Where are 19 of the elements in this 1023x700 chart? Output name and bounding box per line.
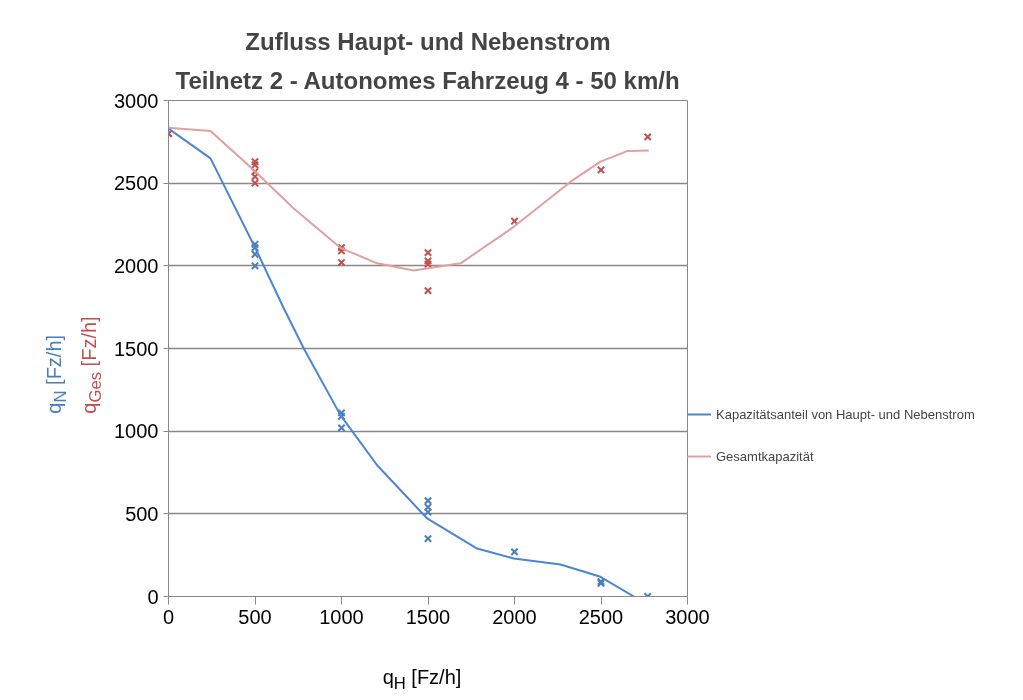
legend-label: Gesamtkapazität <box>716 448 814 464</box>
y-tick-label: 3000 <box>114 89 159 112</box>
chart-title: Zufluss Haupt- und Nebenstrom <box>245 27 611 55</box>
x-axis-title: q$_{H}$ [Fz/h] <box>382 665 462 695</box>
y-tick-label: 500 <box>125 502 159 525</box>
y-tick-label: 2000 <box>114 254 159 277</box>
y-tick-label: 0 <box>147 585 159 608</box>
x-tick-label: 500 <box>238 605 272 628</box>
x-tick-label: 1500 <box>405 605 451 628</box>
y-tick-label: 2500 <box>114 172 159 195</box>
x-tick-label: 0 <box>162 605 175 628</box>
y-tick-label: 1500 <box>114 337 159 360</box>
x-tick-label: 2500 <box>578 605 624 628</box>
y-tick-label: 1000 <box>114 420 159 443</box>
chart-subtitle: Teilnetz 2 - Autonomes Fahrzeug 4 - 50 km/h <box>175 66 680 94</box>
x-tick-label: 3000 <box>665 605 710 628</box>
x-tick-label: 2000 <box>492 605 537 628</box>
legend-label: Kapazitätsanteil von Haupt- und Nebenstrom <box>716 406 975 422</box>
x-tick-label: 1000 <box>319 605 364 628</box>
